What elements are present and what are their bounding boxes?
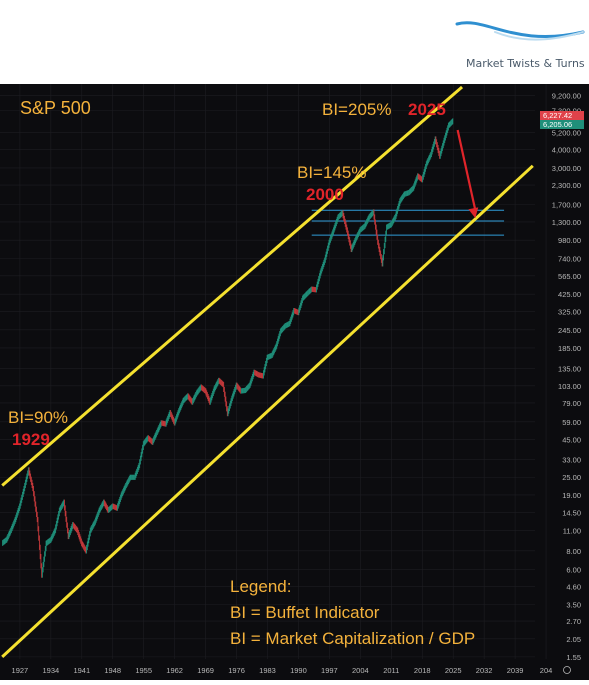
annotations: S&P 500 BI=90% 1929 BI=145% 2000 BI=205%… bbox=[8, 98, 475, 648]
x-tick-label: 1934 bbox=[43, 666, 60, 675]
annotation-year-2000: 2000 bbox=[306, 185, 344, 204]
annotation-year-1929: 1929 bbox=[12, 430, 50, 449]
y-tick-label: 4,000.00 bbox=[552, 145, 581, 154]
brand-name: Market Twists & Turns bbox=[466, 57, 585, 70]
current-price-label: 6,227.42 bbox=[543, 111, 572, 120]
price-tags: 6,227.42 6,205.06 bbox=[540, 111, 584, 129]
previous-price-tag bbox=[540, 120, 584, 129]
y-tick-label: 79.00 bbox=[562, 399, 581, 408]
legend-heading: Legend: bbox=[230, 577, 291, 596]
grid-layer bbox=[0, 84, 547, 659]
settings-icon bbox=[563, 666, 571, 674]
y-tick-label: 135.00 bbox=[558, 364, 581, 373]
y-tick-label: 6.00 bbox=[566, 565, 581, 574]
y-tick-label: 2,300.00 bbox=[552, 181, 581, 190]
y-tick-label: 25.00 bbox=[562, 473, 581, 482]
annotation-year-2025: 2025 bbox=[408, 100, 446, 119]
x-tick-label: 2011 bbox=[383, 666, 399, 675]
legend-line-2: BI = Market Capitalization / GDP bbox=[230, 629, 475, 648]
forecast-arrow-shaft bbox=[456, 129, 477, 211]
chart-title: S&P 500 bbox=[20, 98, 91, 118]
x-tick-label: 1969 bbox=[197, 666, 214, 675]
channel-upper-line bbox=[1, 85, 464, 487]
legend-line-1: BI = Buffet Indicator bbox=[230, 603, 380, 622]
y-tick-label: 740.00 bbox=[558, 254, 581, 263]
x-tick-label: 1976 bbox=[228, 666, 245, 675]
x-tick-label: 1962 bbox=[166, 666, 183, 675]
y-tick-label: 325.00 bbox=[558, 308, 581, 317]
y-tick-label: 59.00 bbox=[562, 418, 581, 427]
y-tick-label: 3,000.00 bbox=[552, 164, 581, 173]
y-tick-label: 7,300.00 bbox=[552, 106, 581, 115]
annotation-bi-1929: BI=90% bbox=[8, 408, 68, 427]
brand-swoosh-icon bbox=[455, 21, 585, 41]
y-tick-label: 33.00 bbox=[562, 455, 581, 464]
x-tick-label: 2004 bbox=[352, 666, 369, 675]
y-tick-label: 45.00 bbox=[562, 435, 581, 444]
y-tick-label: 1,300.00 bbox=[552, 218, 581, 227]
y-tick-label: 3.50 bbox=[566, 600, 581, 609]
annotation-bi-2025: BI=205% bbox=[322, 100, 391, 119]
y-tick-label: 11.00 bbox=[563, 526, 581, 535]
x-tick-label: 1948 bbox=[104, 666, 121, 675]
x-tick-label: 1983 bbox=[259, 666, 276, 675]
chart-panel: 9,200.00 7,300.00 5,200.00 4,000.00 3,000.00… bbox=[0, 84, 589, 680]
brand-header: Market Twists & Turns bbox=[0, 0, 589, 84]
x-axis: 1927 1934 1941 1948 1955 1962 1969 1976 1983 1990… bbox=[12, 666, 571, 675]
forecast-arrow-head bbox=[468, 207, 479, 219]
y-tick-label: 4.60 bbox=[566, 583, 581, 592]
y-tick-label: 2.05 bbox=[566, 635, 581, 644]
x-tick-label: 2032 bbox=[476, 666, 493, 675]
sp500-chart: 9,200.00 7,300.00 5,200.00 4,000.00 3,000.00… bbox=[0, 84, 584, 675]
y-tick-label: 245.00 bbox=[558, 326, 581, 335]
x-tick-label: 2025 bbox=[445, 666, 462, 675]
x-tick-label: 204 bbox=[540, 666, 553, 675]
y-tick-label: 1,700.00 bbox=[552, 201, 581, 210]
y-tick-label: 1.55 bbox=[566, 653, 581, 662]
x-tick-label: 1941 bbox=[73, 666, 90, 675]
y-tick-label: 14.50 bbox=[562, 508, 581, 517]
previous-price-label: 6,205.06 bbox=[543, 120, 572, 129]
current-price-tag bbox=[540, 111, 584, 120]
y-tick-label: 5,200.00 bbox=[552, 128, 581, 137]
trend-channel bbox=[1, 85, 534, 658]
forecast-arrow bbox=[456, 129, 479, 219]
x-tick-label: 1997 bbox=[321, 666, 338, 675]
y-tick-label: 565.00 bbox=[558, 272, 581, 281]
x-tick-label: 1955 bbox=[135, 666, 152, 675]
x-tick-label: 1990 bbox=[290, 666, 307, 675]
y-tick-label: 9,200.00 bbox=[552, 92, 581, 101]
y-tick-label: 425.00 bbox=[558, 290, 581, 299]
y-tick-label: 8.00 bbox=[566, 547, 581, 556]
y-tick-label: 980.00 bbox=[558, 236, 581, 245]
annotation-bi-2000: BI=145% bbox=[297, 163, 366, 182]
y-tick-label: 103.00 bbox=[558, 382, 581, 391]
x-tick-label: 2039 bbox=[507, 666, 524, 675]
price-series bbox=[2, 118, 454, 578]
y-tick-label: 2.70 bbox=[566, 617, 581, 626]
x-tick-label: 2018 bbox=[414, 666, 431, 675]
channel-lower-line bbox=[1, 164, 534, 658]
y-axis: 9,200.00 7,300.00 5,200.00 4,000.00 3,000.00… bbox=[552, 92, 581, 662]
x-tick-label: 1927 bbox=[12, 666, 29, 675]
y-tick-label: 185.00 bbox=[558, 344, 581, 353]
y-tick-label: 19.00 bbox=[562, 491, 581, 500]
